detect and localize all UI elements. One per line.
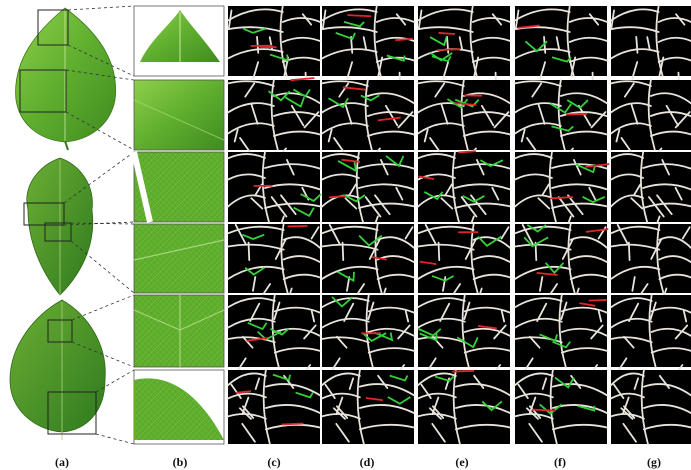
crop-6 [134, 378, 224, 440]
leaf-1-crop-box-top [37, 9, 69, 46]
vein-tile [610, 369, 691, 445]
vein-tile [610, 294, 691, 385]
caption-f: (f) [554, 455, 566, 469]
vein-tile [227, 151, 322, 230]
vein-tile [227, 369, 321, 445]
vein-tile [610, 5, 691, 87]
vein-tile [417, 294, 511, 385]
vein-tile [227, 5, 321, 87]
vein-tile [417, 150, 511, 230]
caption-d: (d) [360, 455, 375, 469]
vein-tile [417, 223, 511, 310]
caption-a: (a) [55, 455, 69, 469]
column-a-leaves [9, 7, 117, 440]
vein-tile [321, 223, 415, 310]
leaf-3-crop-box-top [47, 319, 73, 343]
crop-4 [133, 223, 225, 294]
vein-tile [227, 223, 321, 310]
vein-tile [321, 369, 415, 445]
vein-map-grid [227, 5, 691, 445]
column-b-crops [131, 5, 225, 445]
captions: (a) (b) (c) (d) (e) (f) (g) [55, 455, 661, 469]
caption-c: (c) [267, 455, 280, 469]
guide-lines [63, 5, 135, 445]
caption-e: (e) [455, 455, 468, 469]
vein-tile [227, 77, 321, 162]
leaf-3-crop-box-bottom [47, 391, 97, 435]
vein-tile [514, 369, 608, 445]
vein-tile [514, 5, 608, 87]
caption-b: (b) [173, 455, 188, 469]
vein-tile [321, 5, 415, 87]
caption-g: (g) [647, 455, 661, 469]
vein-tile [417, 369, 511, 445]
vein-tile [514, 223, 609, 310]
vein-tile [417, 5, 511, 87]
vein-tile [321, 151, 415, 230]
vein-tile [514, 151, 610, 230]
crop-2 [133, 79, 225, 151]
vein-tile [417, 79, 511, 162]
vein-tile [610, 79, 691, 162]
vein-tile [227, 294, 321, 385]
leaf-2-crop-box-bottom [44, 222, 72, 242]
leaf-1-crop-box-bottom [19, 69, 67, 113]
vein-tile [321, 79, 415, 162]
vein-tile [514, 79, 608, 162]
leaf-2-crop-box-top [23, 202, 65, 226]
vein-tile [610, 151, 691, 230]
crop-5 [133, 294, 225, 368]
vein-tile [514, 294, 608, 385]
